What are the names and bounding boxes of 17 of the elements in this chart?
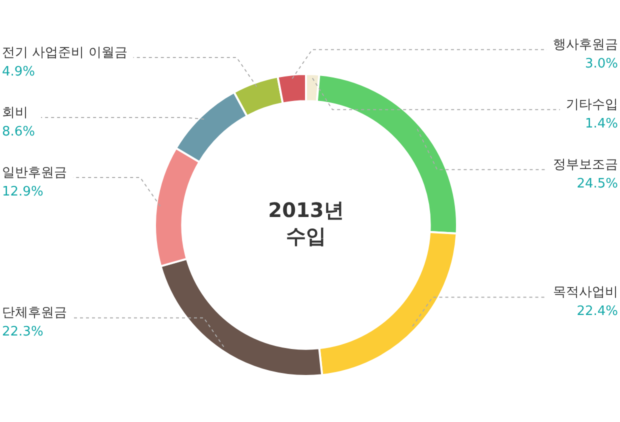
slice-label: 일반후원금 [2,165,67,180]
data-label: 4.9% [2,64,36,80]
slice-label: 행사후원금 [553,38,618,53]
slice-label: 정부보조금 [553,158,618,173]
slice-label: 회비 [2,105,28,120]
text: 2013년 수입 [268,198,344,248]
slice-label: 전기 사업준비 이월금 [2,45,128,60]
data-label: 22.4% [576,304,618,320]
data-label: 24.5% [576,176,618,192]
slice-label: 기타수입 [566,98,618,113]
slice-label: 목적사업비 [553,285,618,300]
data-label: 22.3% [2,324,44,340]
data-label: 3.0% [584,56,618,72]
slice-label: 단체후원금 [2,306,67,321]
data-label: 8.6% [2,124,36,140]
data-label: 12.9% [2,184,44,200]
data-label: 1.4% [584,116,618,132]
